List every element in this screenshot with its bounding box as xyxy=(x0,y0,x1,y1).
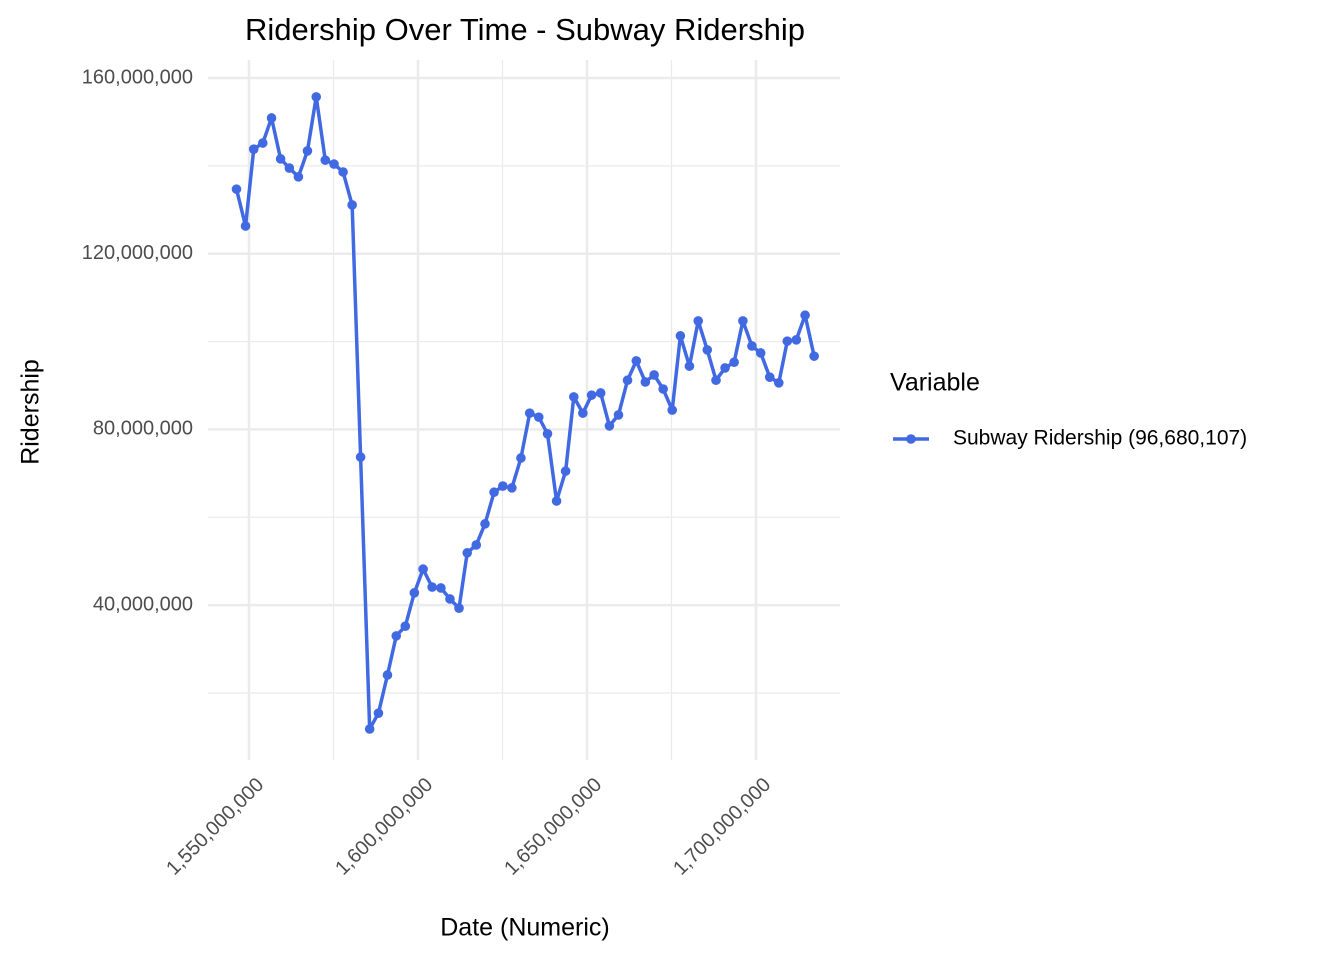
data-point xyxy=(516,453,526,463)
data-point xyxy=(248,144,259,154)
y-tick-label: 40,000,000 xyxy=(93,593,193,615)
data-point xyxy=(257,138,268,148)
data-point xyxy=(266,113,277,123)
data-point xyxy=(524,408,535,418)
data-point xyxy=(409,588,420,598)
data-point xyxy=(498,481,508,491)
legend-key-point xyxy=(906,434,916,444)
data-point xyxy=(774,378,784,388)
data-point xyxy=(542,429,553,439)
legend-label: Subway Ridership (96,680,107) xyxy=(953,427,1247,450)
data-point xyxy=(436,583,446,593)
data-point xyxy=(427,582,437,592)
data-point xyxy=(595,388,606,398)
data-point xyxy=(231,184,242,194)
data-point xyxy=(311,92,322,102)
data-point xyxy=(702,345,713,355)
data-point xyxy=(747,341,757,351)
data-point xyxy=(738,316,748,326)
data-point xyxy=(302,146,313,156)
x-axis-title: Date (Numeric) xyxy=(440,914,609,942)
data-point xyxy=(658,384,668,394)
data-point xyxy=(568,392,579,402)
data-point xyxy=(675,331,686,341)
data-point xyxy=(507,483,517,493)
data-point xyxy=(560,466,571,476)
data-point xyxy=(364,724,375,734)
data-point xyxy=(720,363,730,373)
data-point xyxy=(693,316,704,326)
data-point xyxy=(533,412,544,422)
data-point xyxy=(640,377,651,387)
legend-title: Variable xyxy=(890,369,980,397)
y-tick-label: 120,000,000 xyxy=(82,242,193,264)
data-point xyxy=(329,159,339,169)
data-point xyxy=(711,375,721,386)
data-point xyxy=(755,348,766,358)
data-point xyxy=(445,594,455,604)
data-point xyxy=(462,548,473,558)
data-point xyxy=(240,221,251,231)
data-point xyxy=(800,310,810,321)
data-point xyxy=(275,154,286,164)
data-point xyxy=(578,408,588,418)
data-point xyxy=(355,452,366,462)
data-point xyxy=(684,361,695,371)
y-tick-label: 160,000,000 xyxy=(82,66,193,88)
data-point xyxy=(729,357,739,368)
data-point xyxy=(293,172,304,182)
data-point xyxy=(782,336,793,346)
data-point xyxy=(604,421,615,431)
data-point xyxy=(320,155,331,165)
data-point xyxy=(791,335,802,345)
data-point xyxy=(667,405,678,415)
data-point xyxy=(471,540,482,550)
data-point xyxy=(418,564,428,574)
data-point xyxy=(284,163,295,173)
data-point xyxy=(764,372,775,382)
data-point xyxy=(613,410,624,420)
y-axis-title: Ridership xyxy=(17,359,45,465)
data-point xyxy=(338,167,348,177)
data-point xyxy=(382,670,393,680)
data-point xyxy=(586,390,597,400)
y-tick-label: 80,000,000 xyxy=(93,418,193,440)
x-tick-label: 1,600,000,000 xyxy=(331,774,437,880)
data-point xyxy=(631,356,642,366)
x-tick-label: 1,650,000,000 xyxy=(500,774,606,880)
data-point xyxy=(649,370,659,380)
data-point xyxy=(622,375,633,386)
data-point xyxy=(809,351,819,361)
data-point xyxy=(454,603,464,613)
data-point xyxy=(551,496,562,506)
data-point xyxy=(347,200,357,210)
x-tick-label: 1,550,000,000 xyxy=(162,774,268,880)
data-point xyxy=(480,519,490,529)
data-point xyxy=(373,708,384,718)
data-point xyxy=(400,621,411,632)
data-point xyxy=(391,631,402,641)
data-point xyxy=(489,487,499,498)
x-tick-label: 1,700,000,000 xyxy=(669,774,775,880)
chart-title: Ridership Over Time - Subway Ridership xyxy=(245,12,805,47)
